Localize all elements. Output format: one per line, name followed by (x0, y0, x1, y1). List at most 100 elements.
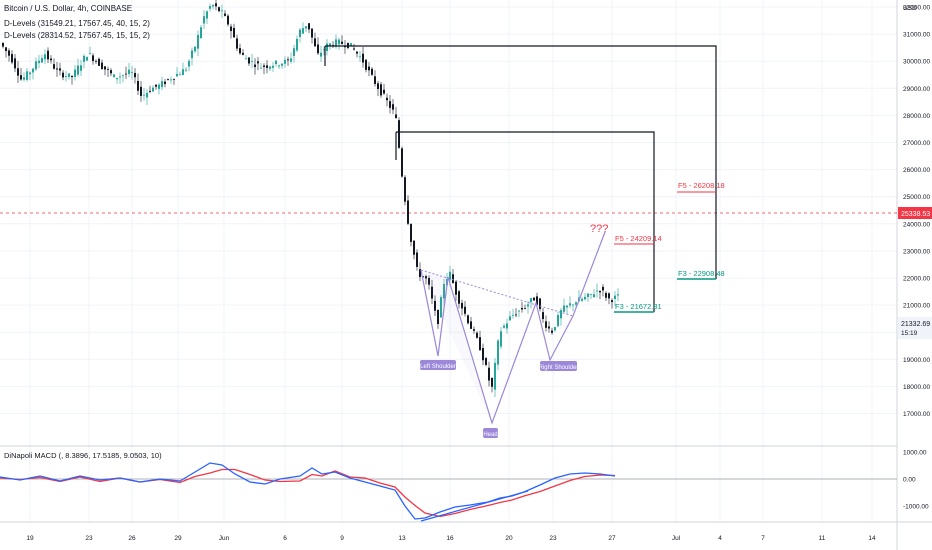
price-tick-label: 25000.00 (903, 194, 930, 201)
candle-body (53, 64, 55, 69)
candle-body (179, 74, 181, 76)
candle-body (230, 26, 232, 32)
candle-body (311, 28, 313, 38)
candle-body (593, 294, 595, 298)
candle-body (416, 252, 418, 267)
candle-body (476, 332, 478, 338)
candle-body (14, 58, 16, 69)
candle-body (611, 300, 613, 303)
candle-body (428, 278, 430, 285)
candle-body (23, 77, 25, 80)
left-shoulder-label: Left Shoulder (420, 360, 456, 370)
candle-body (353, 48, 355, 50)
candle-body (584, 296, 586, 300)
time-tick-label: Jun (219, 535, 230, 542)
candle-body (479, 337, 481, 351)
macd-tick-label: 0.00 (903, 477, 916, 484)
candle-body (284, 59, 286, 64)
candle-body (110, 70, 112, 74)
candle-body (77, 65, 79, 75)
candle-body (461, 302, 463, 309)
candlestick-series (2, 0, 619, 397)
candle-body (74, 69, 76, 77)
candle-body (305, 26, 307, 29)
price-tick-label: 27000.00 (903, 140, 930, 147)
price-tick-label: 32000.00 (903, 5, 930, 12)
right-shoulder-label: Right Shoulder (539, 361, 579, 371)
candle-body (83, 55, 85, 62)
candle-body (143, 94, 145, 96)
candle-body (176, 73, 178, 77)
candle-body (455, 281, 457, 295)
price-tick-label: 22000.00 (903, 276, 930, 283)
candle-body (50, 58, 52, 61)
macd-tick-label: 1000.00 (903, 450, 927, 457)
candle-body (482, 347, 484, 361)
time-tick-label: 26 (128, 535, 136, 542)
candle-body (527, 304, 529, 307)
candle-body (551, 330, 553, 333)
candle-body (302, 28, 304, 34)
candle-body (470, 321, 472, 329)
candle-body (308, 23, 310, 30)
candle-body (545, 321, 547, 328)
svg-text:Right Shoulder: Right Shoulder (539, 365, 579, 371)
chart-title: Bitcoin / U.S. Dollar, 4h, COINBASE (4, 4, 133, 13)
candle-body (458, 291, 460, 304)
candle-body (200, 27, 202, 38)
level-label-f5-box2: F5 - 24209.14 (615, 234, 662, 243)
candle-body (356, 51, 358, 54)
candle-body (359, 56, 361, 58)
candle-body (536, 296, 538, 305)
macd-tick-label: -1000.00 (903, 504, 929, 511)
candle-body (497, 340, 499, 365)
candle-body (467, 315, 469, 324)
candle-body (29, 72, 31, 75)
candle-body (257, 61, 259, 64)
dlevels-indicator-1: D-Levels (31549.21, 17567.45, 40, 15, 2) (4, 19, 150, 28)
candle-body (134, 72, 136, 78)
time-tick-label: 14 (868, 535, 876, 542)
candle-body (155, 84, 157, 87)
candle-body (299, 29, 301, 37)
candle-body (278, 65, 280, 67)
candle-body (38, 60, 40, 64)
candle-body (572, 304, 574, 306)
candle-body (188, 60, 190, 67)
candle-body (62, 72, 64, 78)
candle-body (383, 89, 385, 94)
dlevels-box-2 (395, 131, 655, 312)
candle-body (11, 54, 13, 63)
level-label-f3-box2: F3 - 21672.81 (615, 302, 662, 311)
candle-body (26, 71, 28, 80)
macd-pane (0, 462, 616, 522)
candle-body (521, 307, 523, 310)
candle-body (227, 15, 229, 25)
countdown-timer: 15:19 (901, 330, 918, 337)
candle-body (224, 13, 226, 16)
candle-body (137, 80, 139, 91)
candle-body (434, 300, 436, 311)
candle-body (422, 276, 424, 278)
candle-body (590, 293, 592, 295)
candle-body (164, 81, 166, 85)
candle-body (32, 68, 34, 73)
candle-body (368, 66, 370, 71)
candle-body (464, 306, 466, 314)
time-tick-label: 29 (174, 535, 182, 542)
candle-body (539, 298, 541, 309)
candle-body (515, 314, 517, 316)
time-tick-label: 9 (340, 535, 344, 542)
question-marks: ??? (590, 223, 608, 235)
candle-body (380, 84, 382, 96)
price-tick-label: 23000.00 (903, 248, 930, 255)
candle-body (5, 47, 7, 51)
candle-body (524, 307, 526, 309)
candle-body (296, 38, 298, 51)
candle-body (215, 3, 217, 7)
svg-text:Head: Head (483, 432, 497, 438)
candle-body (548, 326, 550, 329)
candle-body (503, 325, 505, 328)
candle-body (107, 69, 109, 71)
